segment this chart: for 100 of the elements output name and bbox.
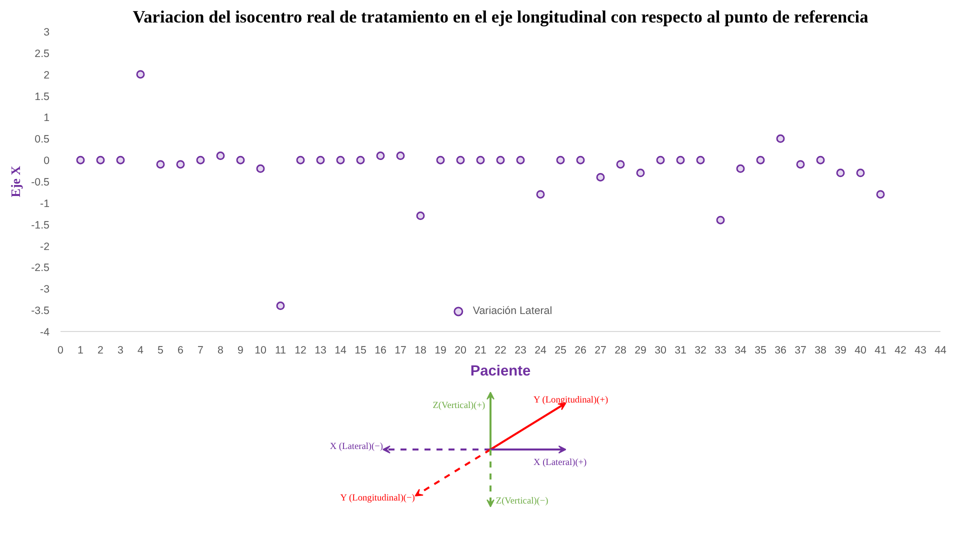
text: Y (Longitudinal)(+) [534, 395, 608, 406]
point [816, 156, 825, 164]
point [236, 156, 245, 164]
y-tick-label: -4 [40, 326, 50, 338]
y-axis-title: Eje X [8, 165, 24, 198]
x-tick-label: 44 [934, 344, 946, 356]
point [476, 156, 485, 164]
point [96, 156, 105, 164]
x-tick-label: 13 [314, 344, 326, 356]
x-tick-label: 34 [734, 344, 746, 356]
y-tick-label: 0.5 [34, 134, 50, 146]
x-tick-label: 28 [614, 344, 626, 356]
x-tick-label: 42 [894, 344, 906, 356]
point [416, 212, 425, 220]
point [636, 168, 645, 178]
point [736, 164, 745, 173]
point [216, 152, 225, 160]
y-tick-label: 2.5 [34, 48, 50, 60]
point [156, 160, 165, 169]
point [716, 216, 725, 224]
y-tick-label: -3 [40, 284, 50, 296]
x-tick-label: 32 [694, 344, 706, 356]
text: Z(Vertical)(−) [496, 496, 548, 506]
x-tick-label: 35 [754, 344, 766, 356]
point [556, 156, 565, 164]
y-tick-label: 1 [44, 112, 50, 124]
y-tick-label: 2 [44, 69, 50, 82]
y-tick-label: -0.5 [31, 176, 50, 188]
x-tick-label: 1 [78, 344, 84, 356]
point [656, 156, 665, 164]
text: X (Lateral)(−) [330, 442, 384, 452]
x-tick-label: 16 [374, 344, 386, 356]
y-tick-label: -3.5 [31, 305, 50, 318]
text: X (Lateral)(+) [534, 458, 587, 468]
x-tick-label: 15 [354, 344, 366, 356]
x-tick-label: 6 [178, 344, 184, 356]
x-tick-label: 43 [914, 344, 926, 356]
point [116, 156, 125, 164]
x-tick-label: 22 [494, 344, 506, 356]
x-tick-label: 38 [814, 344, 826, 356]
x-tick-label: 4 [138, 344, 144, 356]
x-tick-label: 40 [854, 344, 866, 356]
point [676, 156, 685, 164]
point [396, 152, 405, 160]
point [336, 156, 345, 164]
point [876, 190, 885, 199]
y-tick-label: -1.5 [31, 219, 50, 232]
y-tick-label: -2 [40, 240, 50, 253]
legend-label: Variación Lateral [472, 305, 552, 317]
point [436, 156, 445, 164]
x-tick-label: 31 [674, 344, 686, 356]
x-tick-label: 0 [58, 344, 64, 356]
x-tick-label: 37 [794, 344, 806, 356]
x-tick-label: 18 [414, 344, 426, 356]
point [256, 164, 265, 173]
x-tick-label: 5 [158, 344, 164, 356]
x-tick-label: 11 [274, 344, 286, 356]
point [356, 156, 365, 164]
x-tick-label: 14 [334, 344, 346, 356]
x-tick-label: 10 [254, 344, 266, 356]
x-tick-label: 24 [534, 344, 546, 356]
x-tick-label: 26 [574, 344, 586, 356]
point [696, 156, 705, 164]
point [496, 156, 505, 164]
point [296, 156, 305, 164]
point [276, 302, 285, 310]
x-tick-label: 39 [834, 344, 846, 356]
x-tick-label: 23 [514, 344, 526, 356]
point [456, 156, 465, 164]
point [76, 156, 85, 164]
point [796, 160, 805, 169]
x-tick-label: 27 [594, 344, 606, 356]
x-tick-label: 2 [98, 344, 104, 356]
x-axis-title: Paciente [470, 364, 531, 380]
x-tick-label: 3 [118, 344, 124, 356]
text: Y (Longitudinal)(−) [340, 494, 415, 504]
x-tick-label: 36 [774, 344, 786, 356]
point [756, 156, 765, 164]
x-tick-label: 8 [218, 344, 224, 356]
point [596, 172, 605, 182]
x-tick-label: 17 [394, 344, 406, 356]
point [316, 156, 325, 164]
x-tick-label: 7 [198, 344, 204, 356]
chart-title: Variacion del isocentro real de tratamiento en el eje longitudinal con respecto al punto de referencia [132, 8, 869, 26]
point [836, 168, 845, 178]
point [576, 156, 585, 164]
point [616, 160, 625, 169]
x-tick-label: 29 [634, 344, 646, 356]
y-tick-label: -2.5 [31, 262, 50, 274]
point [176, 160, 185, 169]
y-tick-label: 0 [44, 155, 50, 168]
x-tick-label: 25 [554, 344, 566, 356]
point [536, 190, 545, 199]
y-tick-label: 1.5 [34, 90, 50, 103]
x-tick-label: 41 [874, 344, 886, 356]
x-tick-label: 12 [294, 344, 306, 356]
x-tick-label: 30 [654, 344, 666, 356]
point [856, 168, 865, 178]
y-tick-label: -1 [40, 198, 50, 210]
point [776, 134, 785, 143]
